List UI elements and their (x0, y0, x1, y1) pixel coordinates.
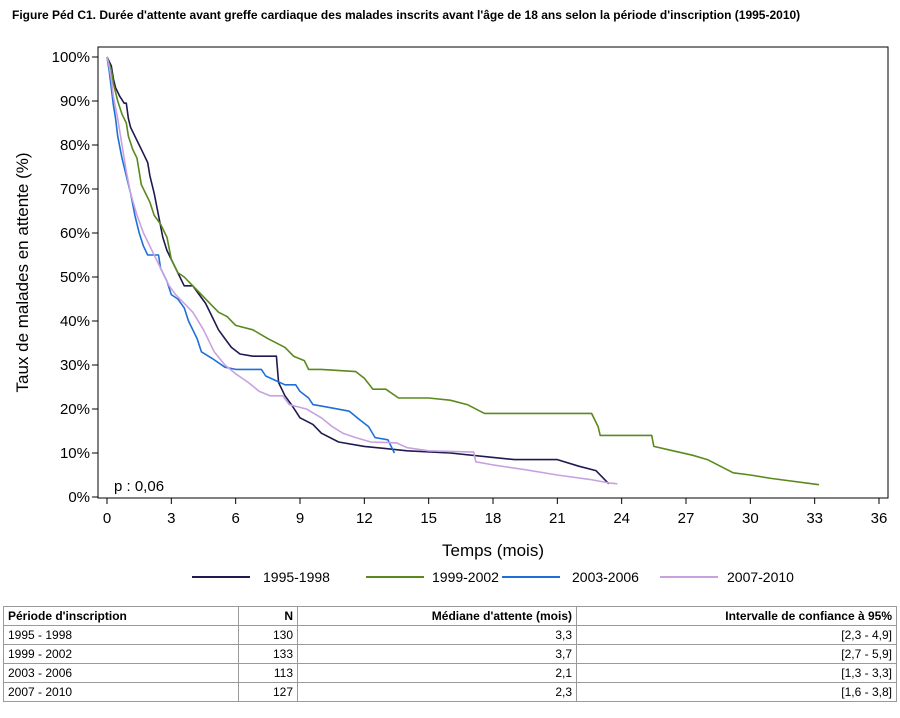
x-axis: 0 3 6 9 12 15 18 21 24 27 30 33 36 (103, 498, 888, 527)
legend-item: 2003-2006 (502, 569, 639, 585)
cell-intervalle: [1,6 - 3,8] (576, 682, 897, 702)
y-tick-label: 20% (60, 401, 90, 418)
legend-label: 1999-2002 (432, 569, 499, 585)
table-row: 2007 - 2010 127 2,3 [1,6 - 3,8] (3, 682, 897, 702)
x-tick-label: 9 (296, 510, 304, 527)
header-n: N (238, 606, 298, 626)
y-tick-label: 90% (60, 93, 90, 110)
x-tick-label: 33 (806, 510, 823, 527)
cell-periode: 2007 - 2010 (3, 682, 239, 702)
cell-periode: 1999 - 2002 (3, 644, 239, 664)
x-tick-label: 12 (356, 510, 373, 527)
survival-chart: 0 3 6 9 12 15 18 21 24 27 30 33 36 0%10%20%30%40%50%… (13, 46, 889, 585)
table-row: 1999 - 2002 133 3,7 [2,7 - 5,9] (3, 644, 897, 664)
y-axis-title: Taux de malades en attente (%) (13, 152, 32, 392)
y-tick-label: 0% (68, 489, 90, 506)
survival-curves (106, 56, 820, 486)
legend-item: 1995-1998 (192, 569, 330, 585)
cell-n: 133 (238, 644, 298, 664)
cell-mediane: 2,3 (297, 682, 577, 702)
y-tick-label: 50% (60, 269, 90, 286)
figure-title: Figure Péd C1. Durée d'attente avant gre… (12, 8, 801, 22)
cell-n: 113 (238, 663, 298, 683)
x-axis-title: Temps (mois) (442, 541, 544, 560)
cell-intervalle: [1,3 - 3,3] (576, 663, 897, 683)
legend-label: 2007-2010 (727, 569, 794, 585)
summary-table: Période d'inscription N Médiane d'attent… (3, 606, 897, 702)
survival-curve-1995-1998 (106, 56, 610, 485)
p-value-annotation: p : 0,06 (114, 478, 164, 495)
y-tick-label: 70% (60, 181, 90, 198)
y-tick-label: 100% (52, 49, 90, 66)
cell-mediane: 3,3 (297, 625, 577, 645)
table-row: 2003 - 2006 113 2,1 [1,3 - 3,3] (3, 663, 897, 683)
x-tick-label: 24 (613, 510, 630, 527)
cell-mediane: 2,1 (297, 663, 577, 683)
cell-periode: 1995 - 1998 (3, 625, 239, 645)
x-tick-label: 30 (742, 510, 759, 527)
x-tick-label: 36 (871, 510, 888, 527)
table-row: 1995 - 1998 130 3,3 [2,3 - 4,9] (3, 625, 897, 645)
survival-curve-2003-2006 (106, 56, 396, 454)
x-tick-label: 21 (549, 510, 566, 527)
survival-curve-1999-2002 (106, 56, 820, 486)
y-tick-label: 10% (60, 445, 90, 462)
cell-n: 130 (238, 625, 298, 645)
x-tick-label: 3 (167, 510, 175, 527)
legend: 1995-1998 1999-2002 2003-2006 2007-2010 (192, 569, 794, 585)
plot-frame (97, 46, 889, 499)
x-tick-label: 0 (103, 510, 111, 527)
y-tick-label: 30% (60, 357, 90, 374)
header-periode: Période d'inscription (3, 606, 239, 626)
legend-label: 1995-1998 (263, 569, 330, 585)
table-header-row: Période d'inscription N Médiane d'attent… (3, 606, 897, 626)
x-tick-label: 27 (678, 510, 695, 527)
y-tick-label: 60% (60, 225, 90, 242)
cell-intervalle: [2,7 - 5,9] (576, 644, 897, 664)
legend-label: 2003-2006 (572, 569, 639, 585)
x-tick-label: 18 (485, 510, 502, 527)
x-tick-label: 6 (231, 510, 239, 527)
header-mediane: Médiane d'attente (mois) (297, 606, 577, 626)
x-tick-label: 15 (420, 510, 437, 527)
cell-intervalle: [2,3 - 4,9] (576, 625, 897, 645)
y-tick-label: 40% (60, 313, 90, 330)
legend-item: 1999-2002 (366, 569, 499, 585)
survival-curve-2007-2010 (106, 56, 618, 485)
cell-periode: 2003 - 2006 (3, 663, 239, 683)
legend-item: 2007-2010 (660, 569, 794, 585)
y-axis: 0% 10% 20% 30% 40% 50% 60% 70% 80% 90% 100% (52, 49, 98, 506)
cell-n: 127 (238, 682, 298, 702)
y-tick-label: 80% (60, 137, 90, 154)
header-intervalle: Intervalle de confiance à 95% (576, 606, 897, 626)
cell-mediane: 3,7 (297, 644, 577, 664)
